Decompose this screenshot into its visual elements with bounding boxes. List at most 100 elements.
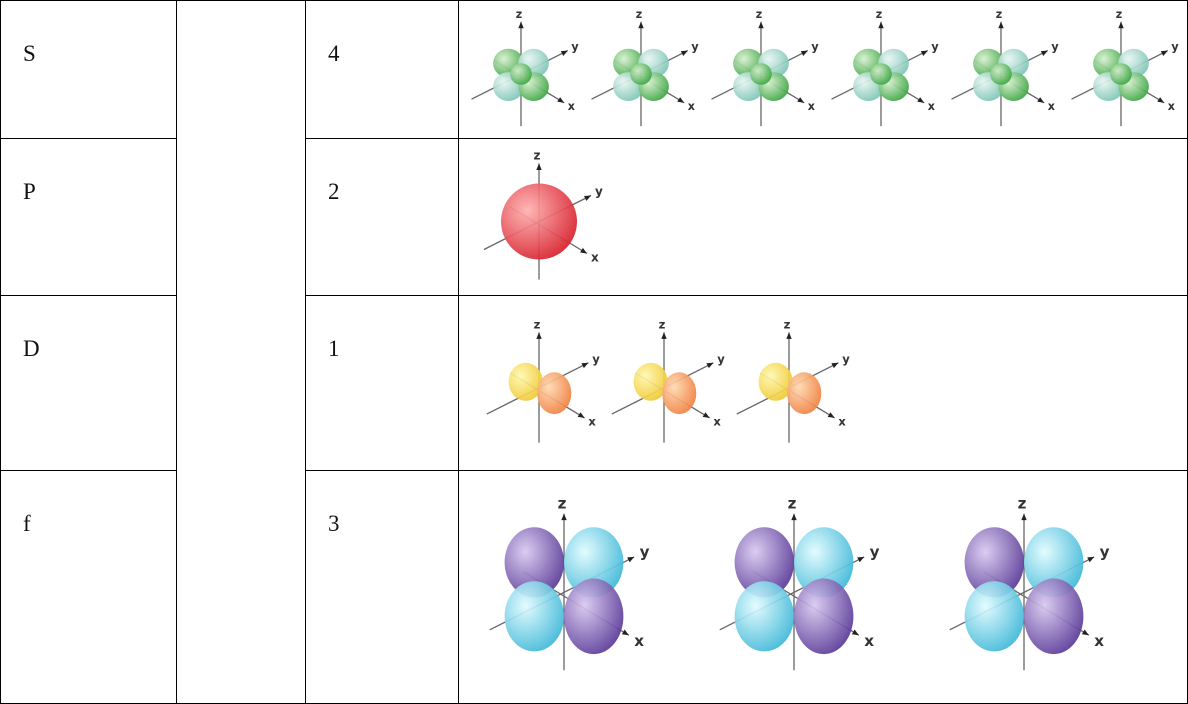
axis-label: z [636,8,642,21]
image-cell: z y x z y x z y x [458,470,1188,704]
row-count: 2 [305,138,458,295]
orbital: z y x [831,8,939,127]
axis-label: x [713,415,721,429]
axis-label: x [634,632,644,650]
lobe [964,527,1024,598]
axis-arrow [831,362,839,369]
axis-arrow [638,21,644,29]
lobe [794,578,854,655]
orbital: z y x [486,318,600,443]
row-label: f [0,470,176,704]
axis-label: y [717,352,725,366]
orbital: z y x [1071,8,1179,127]
lobe [537,372,572,415]
axis-label: x [588,415,596,429]
axis-arrow [680,50,688,56]
lobe [734,527,794,598]
axis-arrow [518,21,524,29]
lobe [630,63,652,85]
axis-label: y [1171,41,1179,54]
lobe [510,63,532,85]
axis-arrow [577,412,585,418]
axis-label: y [1100,543,1110,561]
axis-arrow [706,362,714,369]
lobe [1024,527,1084,598]
axis-arrow [702,412,710,418]
orbital: z y x [489,494,650,671]
row-count: 4 [305,0,458,138]
axis-label: y [592,352,600,366]
axis-label: z [1116,8,1122,21]
axis-arrow [1160,50,1168,56]
lobe [564,527,624,598]
axis-arrow [920,50,928,56]
lobe [787,372,822,415]
axis-arrow [1081,629,1089,636]
lobe [964,581,1024,652]
axis-arrow [878,21,884,29]
lobe [870,63,892,85]
lobe [734,581,794,652]
axis-arrow [797,97,805,103]
axis-label: x [591,251,599,265]
lobe [508,362,543,401]
row-label: P [0,138,176,295]
orbital-image: z y x z y x z y x [486,318,850,443]
axis-arrow [581,362,589,369]
axis-arrow [800,50,808,56]
axis-label: z [516,8,522,21]
lobe [633,362,668,401]
axis-label: x [568,100,575,113]
orbital: z y x [611,318,725,443]
orbital: z y x [736,318,850,443]
axis-arrow [851,629,859,636]
axis-label: y [842,352,850,366]
axis-arrow [1118,21,1124,29]
lobe [750,63,772,85]
image-cell: z y x [458,138,1188,295]
axis-label: y [870,543,880,561]
axis-label: z [788,494,797,512]
image-cell: z y x z y x z y x z y x z y x z y x [458,0,1188,138]
axis-arrow [1037,97,1045,103]
orbital-image: z y x z y x z y x z y x z y x z y x [471,8,1179,127]
axis-arrow [580,247,587,254]
axis-arrow [998,21,1004,29]
orbital: z y x [591,8,699,127]
lobe [758,362,793,401]
axis-arrow [627,556,635,563]
row-label: S [0,0,176,138]
axis-label: x [928,100,935,113]
axis-label: y [640,543,650,561]
axis-label: x [1168,100,1175,113]
axis-arrow [561,513,567,521]
lobe [564,578,624,655]
lobe [794,527,854,598]
axis-label: z [756,8,762,21]
axis-arrow [791,513,797,521]
lobe [504,527,564,598]
orbital-image: z y x [483,149,603,280]
axis-arrow [677,97,685,103]
axis-arrow [584,195,591,201]
axis-label: z [558,494,567,512]
axis-label: z [534,149,541,163]
axis-arrow [827,412,835,418]
orbital: z y x [951,8,1059,127]
axis-label: x [688,100,695,113]
axis-label: y [691,41,699,54]
axis-label: y [811,41,819,54]
orbital-image: z y x z y x z y x [489,494,1110,671]
axis-label: y [595,185,603,199]
orbital: z y x [471,8,579,127]
axis-arrow [758,21,764,29]
axis-label: y [571,41,579,54]
row-count: 1 [305,295,458,470]
axis-arrow [621,629,629,636]
axis-arrow [917,97,925,103]
axis-arrow [1040,50,1048,56]
axis-label: y [931,41,939,54]
axis-label: z [784,318,791,332]
lobe [1110,63,1132,85]
